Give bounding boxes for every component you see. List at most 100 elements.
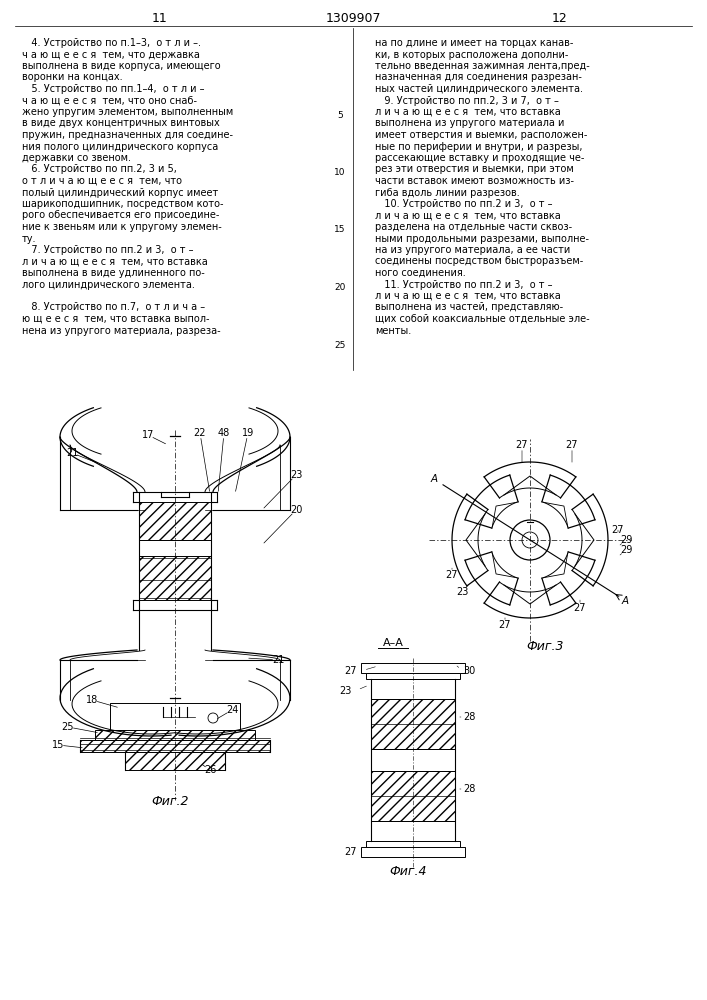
Text: 25: 25 <box>62 722 74 732</box>
Text: 10: 10 <box>334 168 346 177</box>
Bar <box>125 752 225 770</box>
Text: 15: 15 <box>334 226 346 234</box>
Text: имеет отверстия и выемки, расположен-: имеет отверстия и выемки, расположен- <box>375 130 588 140</box>
Text: 12: 12 <box>552 11 568 24</box>
Text: 1309907: 1309907 <box>325 11 381 24</box>
Text: ч а ю щ е е с я  тем, что державка: ч а ю щ е е с я тем, что державка <box>22 49 200 60</box>
Text: на по длине и имеет на торцах канав-: на по длине и имеет на торцах канав- <box>375 38 573 48</box>
Text: Фиг.2: Фиг.2 <box>151 795 189 808</box>
Text: 28: 28 <box>463 784 475 794</box>
Text: ки, в которых расположена дополни-: ки, в которых расположена дополни- <box>375 49 568 60</box>
Text: назначенная для соединения разрезан-: назначенная для соединения разрезан- <box>375 73 582 83</box>
Bar <box>366 841 460 847</box>
Text: 8. Устройство по п.7,  о т л и ч а –: 8. Устройство по п.7, о т л и ч а – <box>22 302 205 312</box>
Text: 21: 21 <box>66 448 78 458</box>
Text: 11: 11 <box>152 11 168 24</box>
Bar <box>371 821 455 841</box>
Text: воронки на концах.: воронки на концах. <box>22 73 122 83</box>
Text: 20: 20 <box>290 505 302 515</box>
Text: 26: 26 <box>204 765 216 775</box>
Text: 10. Устройство по пп.2 и 3,  о т –: 10. Устройство по пп.2 и 3, о т – <box>375 199 552 209</box>
Text: 7. Устройство по пп.2 и 3,  о т –: 7. Устройство по пп.2 и 3, о т – <box>22 245 194 255</box>
Text: на из упругого материала, а ее части: на из упругого материала, а ее части <box>375 245 571 255</box>
Bar <box>139 502 211 540</box>
Bar <box>139 540 211 556</box>
Text: 27: 27 <box>345 847 357 857</box>
Text: 27: 27 <box>445 570 458 580</box>
Text: 28: 28 <box>463 712 475 722</box>
Text: 27: 27 <box>574 603 586 613</box>
Circle shape <box>510 520 550 560</box>
Bar <box>371 771 455 821</box>
Text: нена из упругого материала, разреза-: нена из упругого материала, разреза- <box>22 326 221 336</box>
Text: пружин, предназначенных для соедине-: пружин, предназначенных для соедине- <box>22 130 233 140</box>
Text: ние к звеньям или к упругому элемен-: ние к звеньям или к упругому элемен- <box>22 222 222 232</box>
Text: державки со звеном.: державки со звеном. <box>22 153 131 163</box>
Text: 20: 20 <box>334 283 346 292</box>
Text: 21: 21 <box>271 655 284 665</box>
Text: 6. Устройство по пп.2, 3 и 5,: 6. Устройство по пп.2, 3 и 5, <box>22 164 177 174</box>
Text: 23: 23 <box>339 686 351 696</box>
Text: ными продольными разрезами, выполне-: ными продольными разрезами, выполне- <box>375 233 589 243</box>
Bar <box>95 730 255 740</box>
Text: жено упругим элементом, выполненным: жено упругим элементом, выполненным <box>22 107 233 117</box>
Text: 11. Устройство по пп.2 и 3,  о т –: 11. Устройство по пп.2 и 3, о т – <box>375 279 552 290</box>
Text: выполнена из упругого материала и: выполнена из упругого материала и <box>375 118 564 128</box>
Text: 9. Устройство по пп.2, 3 и 7,  о т –: 9. Устройство по пп.2, 3 и 7, о т – <box>375 96 559 105</box>
Text: ных частей цилиндрического элемента.: ных частей цилиндрического элемента. <box>375 84 583 94</box>
Text: щих собой коаксиальные отдельные эле-: щих собой коаксиальные отдельные эле- <box>375 314 590 324</box>
Text: шарикоподшипник, посредством кото-: шарикоподшипник, посредством кото- <box>22 199 223 209</box>
Text: ч а ю щ е е с я  тем, что оно снаб-: ч а ю щ е е с я тем, что оно снаб- <box>22 96 197 105</box>
Text: 27: 27 <box>498 620 511 630</box>
Text: 24: 24 <box>226 705 238 715</box>
Circle shape <box>522 532 538 548</box>
Text: 19: 19 <box>242 428 254 438</box>
Text: ю щ е е с я  тем, что вставка выпол-: ю щ е е с я тем, что вставка выпол- <box>22 314 209 324</box>
Text: полый цилиндрический корпус имеет: полый цилиндрический корпус имеет <box>22 188 218 198</box>
Text: A: A <box>431 474 438 484</box>
Text: 27: 27 <box>345 666 357 676</box>
Text: 15: 15 <box>52 740 64 750</box>
Text: 29: 29 <box>620 535 632 545</box>
Text: 48: 48 <box>218 428 230 438</box>
Text: л и ч а ю щ е е с я  тем, что вставка: л и ч а ю щ е е с я тем, что вставка <box>375 107 561 117</box>
Text: л и ч а ю щ е е с я  тем, что вставка: л и ч а ю щ е е с я тем, что вставка <box>375 211 561 221</box>
Text: Фиг.4: Фиг.4 <box>390 865 427 878</box>
Text: в виде двух концентричных винтовых: в виде двух концентричных винтовых <box>22 118 220 128</box>
Text: A–A: A–A <box>382 638 404 648</box>
Bar <box>361 847 465 857</box>
Text: 4. Устройство по п.1–3,  о т л и –.: 4. Устройство по п.1–3, о т л и –. <box>22 38 201 48</box>
Bar <box>139 556 211 600</box>
Text: о т л и ч а ю щ е е с я  тем, что: о т л и ч а ю щ е е с я тем, что <box>22 176 182 186</box>
Text: лого цилиндрического элемента.: лого цилиндрического элемента. <box>22 279 195 290</box>
Text: рассекающие вставку и проходящие че-: рассекающие вставку и проходящие че- <box>375 153 585 163</box>
Text: 23: 23 <box>456 587 468 597</box>
Text: 25: 25 <box>334 340 346 350</box>
Bar <box>371 679 455 699</box>
Text: 27: 27 <box>566 440 578 450</box>
Text: 23: 23 <box>290 470 302 480</box>
Bar <box>110 703 240 730</box>
Text: 27: 27 <box>612 525 624 535</box>
Text: 18: 18 <box>86 695 98 705</box>
Text: 30: 30 <box>463 666 475 676</box>
Text: л и ч а ю щ е е с я  тем, что вставка: л и ч а ю щ е е с я тем, что вставка <box>375 291 561 301</box>
Text: разделена на отдельные части сквоз-: разделена на отдельные части сквоз- <box>375 222 572 232</box>
Text: 22: 22 <box>194 428 206 438</box>
Text: выполнена в виде удлиненного по-: выполнена в виде удлиненного по- <box>22 268 205 278</box>
Bar <box>366 673 460 679</box>
Text: менты.: менты. <box>375 326 411 336</box>
Text: ния полого цилиндрического корпуса: ния полого цилиндрического корпуса <box>22 141 218 151</box>
Text: рез эти отверстия и выемки, при этом: рез эти отверстия и выемки, при этом <box>375 164 574 174</box>
Text: 5. Устройство по пп.1–4,  о т л и –: 5. Устройство по пп.1–4, о т л и – <box>22 84 204 94</box>
Text: 5: 5 <box>337 110 343 119</box>
Text: ту.: ту. <box>22 233 37 243</box>
Bar <box>80 740 270 752</box>
Bar <box>371 699 455 749</box>
Bar <box>361 663 465 673</box>
Text: 27: 27 <box>515 440 528 450</box>
Text: выполнена в виде корпуса, имеющего: выполнена в виде корпуса, имеющего <box>22 61 221 71</box>
Text: 17: 17 <box>142 430 154 440</box>
Text: Фиг.3: Фиг.3 <box>526 640 563 653</box>
Text: тельно введенная зажимная лента,пред-: тельно введенная зажимная лента,пред- <box>375 61 590 71</box>
